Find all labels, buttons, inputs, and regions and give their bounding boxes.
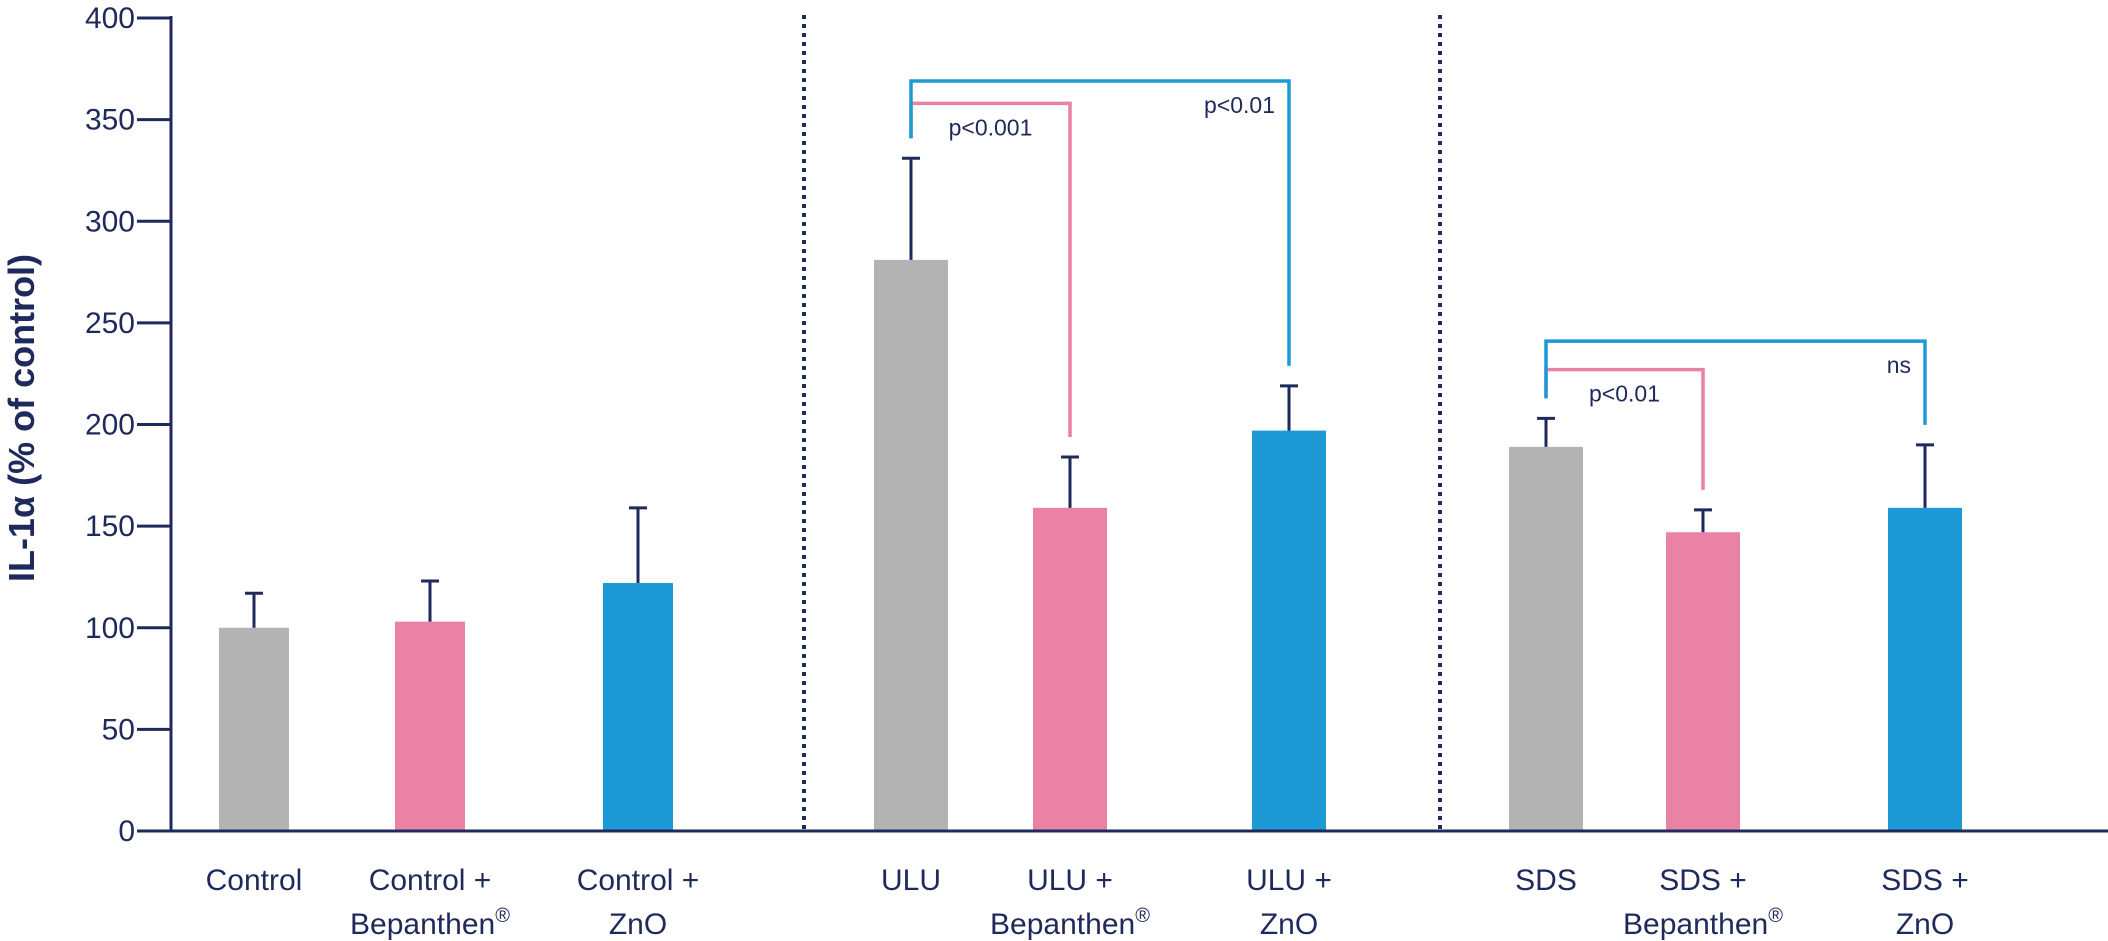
- bar-ulu-zno: [1252, 430, 1326, 831]
- significance-label-3: p<0.01: [1589, 381, 1660, 407]
- bar-ulu: [874, 259, 948, 831]
- y-tick-label-100: 100: [85, 612, 135, 645]
- y-tick-label-150: 150: [85, 510, 135, 543]
- category-label-ulu-zno-line2: ZnO: [1260, 908, 1318, 941]
- y-tick-label-350: 350: [85, 104, 135, 137]
- error-bars: [245, 156, 1934, 628]
- bar-sds-zno: [1888, 507, 1962, 831]
- bar-control: [219, 627, 289, 831]
- category-label-sds-zno-line1: SDS +: [1881, 864, 1969, 897]
- category-label-ulu-line1: ULU: [881, 864, 941, 897]
- category-label-control-zno-line2: ZnO: [609, 908, 667, 941]
- category-label-sds-zno-line2: ZnO: [1896, 908, 1954, 941]
- bar-sds-bepanthen: [1666, 532, 1740, 831]
- bar-control-bepanthen: [395, 621, 465, 831]
- category-labels: Control Control + Bepanthen® Control + ZnO UL…: [206, 864, 1969, 941]
- y-tick-label-0: 0: [118, 815, 135, 848]
- bars: [219, 259, 1962, 831]
- bar-control-zno: [603, 583, 673, 831]
- bar-sds: [1509, 446, 1583, 831]
- y-tick-label-400: 400: [85, 2, 135, 35]
- category-label-sds-line1: SDS: [1515, 864, 1577, 897]
- y-axis-label: IL-1α (% of control): [1, 254, 42, 582]
- category-label-control-bepanthen-line1: Control +: [369, 864, 492, 897]
- axes: 0 50 100 150 200 250 300 350 400: [85, 2, 2108, 848]
- category-label-sds-bepanthen-line2: Bepanthen®: [1623, 905, 1783, 941]
- category-label-control-bepanthen-line2: Bepanthen®: [350, 905, 510, 941]
- significance-bracket-4: [1544, 339, 1927, 425]
- bar-ulu-bepanthen: [1033, 507, 1107, 831]
- y-tick-label-300: 300: [85, 205, 135, 238]
- group-dividers: [802, 15, 1442, 831]
- category-label-ulu-bepanthen-line1: ULU +: [1027, 864, 1113, 897]
- category-label-ulu-zno-line1: ULU +: [1246, 864, 1332, 897]
- category-label-control-line1: Control: [206, 864, 303, 897]
- y-tick-label-50: 50: [102, 713, 135, 746]
- significance-label-1: p<0.001: [949, 114, 1033, 140]
- significance-bracket-2: [909, 79, 1291, 366]
- category-label-control-zno-line1: Control +: [577, 864, 700, 897]
- significance-label-2: p<0.01: [1204, 92, 1275, 118]
- y-tick-label-250: 250: [85, 307, 135, 340]
- category-label-ulu-bepanthen-line2: Bepanthen®: [990, 905, 1150, 941]
- y-tick-label-200: 200: [85, 409, 135, 442]
- significance-label-4: ns: [1887, 352, 1911, 378]
- category-label-sds-bepanthen-line1: SDS +: [1659, 864, 1747, 897]
- significance-brackets: p<0.001 p<0.01 p<0.01 ns: [909, 79, 1927, 490]
